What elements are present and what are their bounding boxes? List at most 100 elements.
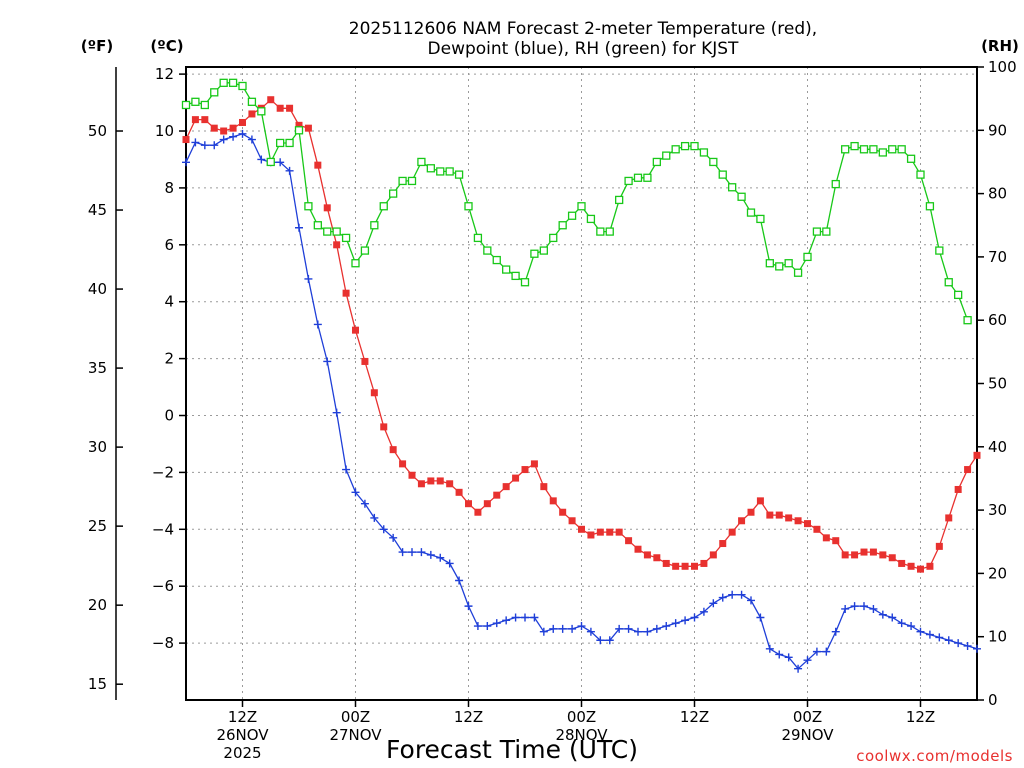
- temperature-point: [587, 531, 595, 539]
- rh-point: [454, 170, 464, 179]
- temperature-point: [653, 554, 661, 562]
- temperature-point: [625, 537, 633, 545]
- dewpoint-point: [869, 604, 878, 613]
- dewpoint-point: [747, 596, 755, 605]
- temperature-point: [709, 551, 717, 559]
- rh-point: [332, 227, 341, 236]
- rh-point: [605, 227, 614, 236]
- x-tick-label: 26NOV: [216, 726, 269, 744]
- rh-point: [577, 202, 586, 211]
- temperature-point: [417, 480, 425, 488]
- rh-point: [530, 249, 539, 258]
- temperature-point: [201, 116, 209, 124]
- rh-point: [652, 157, 661, 167]
- rh-point: [200, 100, 209, 110]
- rh-point: [916, 170, 925, 179]
- fahrenheit-tick-label: 40: [88, 280, 107, 298]
- rh-point: [247, 97, 257, 106]
- rh-point: [906, 154, 916, 163]
- dewpoint-point: [257, 155, 266, 164]
- rh-point: [445, 167, 454, 176]
- temperature-point: [615, 528, 623, 536]
- temperature-point: [596, 528, 604, 536]
- dewpoint-point: [699, 607, 708, 616]
- dewpoint-point: [229, 132, 238, 141]
- dewpoint-point: [558, 624, 567, 633]
- x-tick-label: 00Z: [341, 708, 370, 726]
- rh-tick-label: 40: [988, 438, 1007, 456]
- rh-point: [793, 268, 803, 277]
- temperature-point: [606, 528, 614, 536]
- rh-point: [304, 202, 313, 211]
- rh-point: [238, 81, 247, 91]
- rh-tick-label: 50: [988, 375, 1007, 393]
- dewpoint-point: [794, 664, 803, 673]
- rh-point: [699, 148, 709, 157]
- x-tick-label: 12Z: [680, 708, 709, 726]
- gridlines: [186, 67, 977, 700]
- celsius-tick-label: 4: [164, 293, 174, 311]
- dewpoint-point: [624, 624, 633, 633]
- rh-point: [944, 278, 953, 287]
- rh-point: [257, 107, 266, 116]
- rh-point: [181, 100, 191, 110]
- temperature-point: [851, 551, 859, 559]
- dewpoint-point: [445, 559, 454, 568]
- dewpoint-point: [219, 135, 228, 144]
- rh-point: [502, 265, 511, 274]
- x-axis-label: Forecast Time (UTC): [386, 735, 638, 764]
- dewpoint-point: [360, 499, 369, 508]
- temperature-point: [860, 548, 868, 556]
- x-tick-label: 2025: [223, 744, 261, 762]
- rh-point: [756, 214, 765, 224]
- dewpoint-point: [426, 550, 435, 559]
- temperature-point: [775, 511, 783, 519]
- rh-point: [436, 167, 445, 176]
- dewpoint-point: [455, 576, 464, 585]
- series-filled-square: [182, 96, 981, 573]
- temperature-point: [917, 565, 924, 573]
- temperature-point: [248, 110, 256, 118]
- dewpoint-point: [822, 647, 831, 656]
- temperature-point: [314, 161, 322, 169]
- dewpoint-point: [765, 644, 774, 653]
- temperature-point: [700, 559, 708, 567]
- temperature-point: [756, 497, 764, 505]
- dewpoint-point: [464, 602, 473, 611]
- dewpoint-point: [681, 616, 690, 625]
- dewpoint-point: [332, 408, 341, 417]
- rh-point: [219, 78, 228, 87]
- temperature-point: [888, 554, 896, 562]
- fahrenheit-unit-label: (ºF): [81, 37, 113, 55]
- dewpoint-point: [530, 613, 539, 622]
- rh-point: [737, 192, 746, 201]
- dewpoint-point: [878, 610, 887, 619]
- rh-point: [398, 176, 407, 186]
- dewpoint-point: [634, 627, 642, 636]
- dewpoint-point: [737, 590, 746, 599]
- dewpoint-point: [436, 553, 445, 562]
- x-tick-label: 12Z: [454, 708, 483, 726]
- dewpoint-point: [615, 624, 624, 633]
- series-line: [185, 133, 978, 670]
- dewpoint-point: [200, 141, 209, 150]
- temperature-point: [691, 562, 698, 570]
- rh-point: [360, 246, 370, 255]
- dewpoint-point: [907, 622, 916, 631]
- temperature-point: [399, 460, 407, 468]
- rh-point: [473, 233, 483, 243]
- temperature-point: [540, 483, 548, 491]
- rh-point: [728, 183, 737, 192]
- temperature-point: [681, 562, 689, 570]
- temperature-point: [907, 562, 915, 570]
- dewpoint-point: [671, 619, 680, 628]
- dewpoint-point: [888, 613, 897, 622]
- rh-point: [586, 214, 596, 224]
- rh-point: [323, 227, 332, 236]
- rh-point: [520, 278, 530, 287]
- celsius-unit-label: (ºC): [150, 37, 183, 55]
- celsius-tick-label: 10: [155, 122, 174, 140]
- temperature-point: [304, 124, 312, 132]
- rh-point: [294, 126, 304, 135]
- dewpoint-point: [831, 627, 840, 636]
